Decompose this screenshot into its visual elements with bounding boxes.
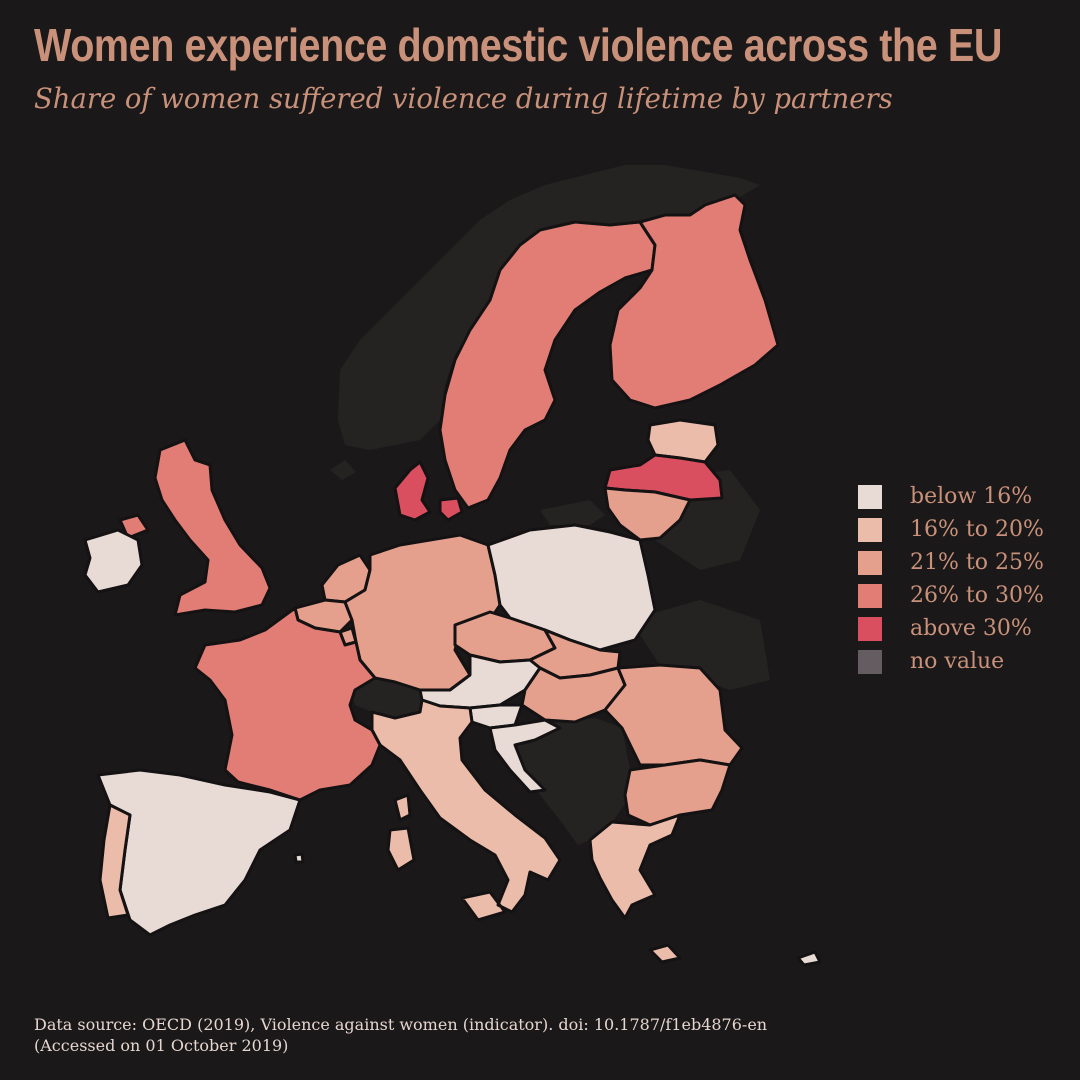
legend-item-16-to-20: 16% to 20% <box>858 513 1044 546</box>
source-line-2: (Accessed on 01 October 2019) <box>34 1036 289 1055</box>
norway <box>338 165 760 450</box>
legend-label: 26% to 30% <box>910 583 1044 608</box>
eu-countries <box>83 193 822 967</box>
legend-item-no-value: no value <box>858 645 1044 678</box>
map-title: Women experience domestic violence acros… <box>34 19 1003 71</box>
legend-item-above-30: above 30% <box>858 612 1044 645</box>
region-united-kingdom <box>118 438 272 617</box>
region-greece <box>588 813 682 964</box>
region-bulgaria <box>623 758 732 827</box>
legend-item-26-to-30: 26% to 30% <box>858 579 1044 612</box>
region-croatia <box>488 718 562 794</box>
legend-swatch <box>858 517 882 542</box>
legend-swatch <box>858 583 882 608</box>
region-spain <box>96 768 302 937</box>
source-line-1: Data source: OECD (2019), Violence again… <box>34 1015 768 1034</box>
legend-swatch <box>858 616 882 641</box>
western-balkans <box>508 718 630 845</box>
europe-map <box>83 165 822 967</box>
region-denmark <box>393 460 464 522</box>
ukraine-edge <box>630 600 770 690</box>
legend-label: below 16% <box>910 484 1033 509</box>
iceland-like-islands <box>330 460 356 480</box>
data-source-note: Data source: OECD (2019), Violence again… <box>34 1014 767 1056</box>
legend-label: 21% to 25% <box>910 550 1044 575</box>
legend-label: 16% to 20% <box>910 517 1044 542</box>
region-lithuania <box>603 486 692 542</box>
region-cyprus <box>796 950 822 967</box>
legend-swatch <box>858 649 882 674</box>
legend-swatch <box>858 550 882 575</box>
legend-label: above 30% <box>910 616 1032 641</box>
legend-item-21-to-25: 21% to 25% <box>858 546 1044 579</box>
region-italy <box>370 698 562 922</box>
region-finland <box>608 193 780 410</box>
legend-label: no value <box>910 649 1005 674</box>
region-malta <box>293 852 305 864</box>
legend-item-below-16: below 16% <box>858 480 1044 513</box>
legend: below 16% 16% to 20% 21% to 25% 26% to 3… <box>858 480 1044 678</box>
map-subtitle: Share of women suffered violence during … <box>34 82 893 115</box>
region-portugal <box>98 803 132 920</box>
switzerland <box>350 678 428 718</box>
region-france <box>193 606 382 802</box>
region-ireland <box>83 528 144 594</box>
russia-kaliningrad <box>540 500 605 525</box>
region-poland <box>486 523 657 652</box>
legend-swatch <box>858 484 882 509</box>
